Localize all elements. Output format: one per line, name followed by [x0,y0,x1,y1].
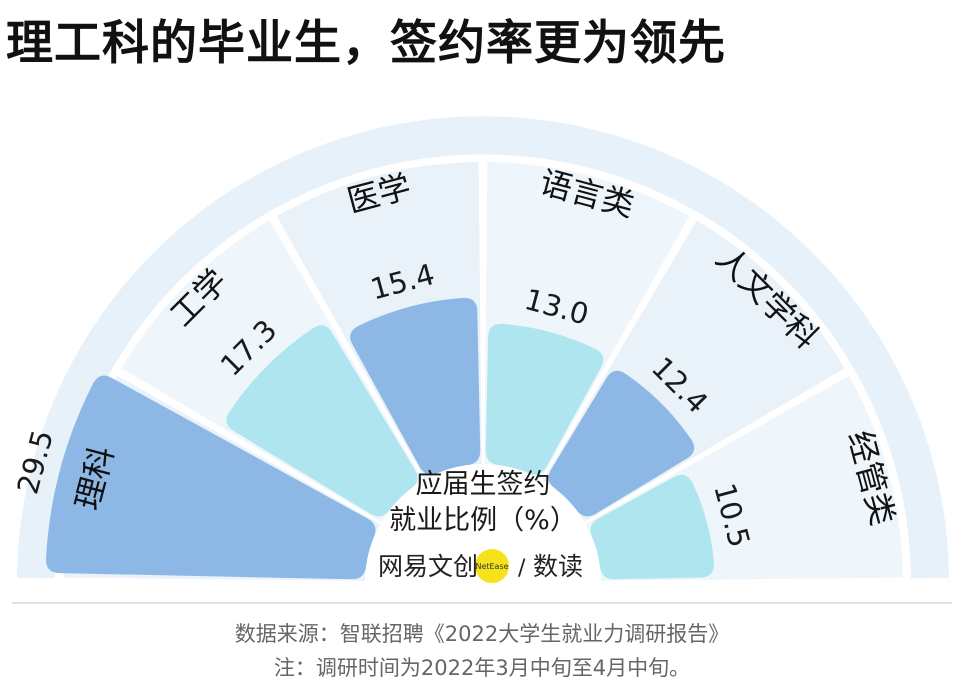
bar [350,297,481,475]
data-source: 数据来源：智联招聘《2022大学生就业力调研报告》 [234,622,730,646]
logo-text-right: 数读 [533,552,583,581]
netease-shudu-logo: 网易文创 NetEase / 数读 [378,549,583,583]
logo-text-left: 网易文创 [378,552,478,581]
chart-background [17,116,949,582]
footer-divider [12,602,952,604]
bar [485,323,604,475]
bars [46,297,715,580]
page-title: 理工科的毕业生，签约率更为领先 [6,16,726,71]
bar [590,474,715,580]
logo-badge-text: NetEase [475,562,508,571]
logo-separator: / [518,556,526,581]
chart-hub [365,464,601,582]
footnote: 注：调研时间为2022年3月中旬至4月中旬。 [273,656,691,680]
center-label-line-2: 就业比例（%） [389,505,577,536]
logo-badge [475,549,509,583]
bar [226,325,418,517]
bar [548,370,695,517]
center-label: 应届生签约 就业比例（%） [389,469,577,536]
center-label-line-1: 应届生签约 [416,469,551,500]
bar [46,375,376,580]
